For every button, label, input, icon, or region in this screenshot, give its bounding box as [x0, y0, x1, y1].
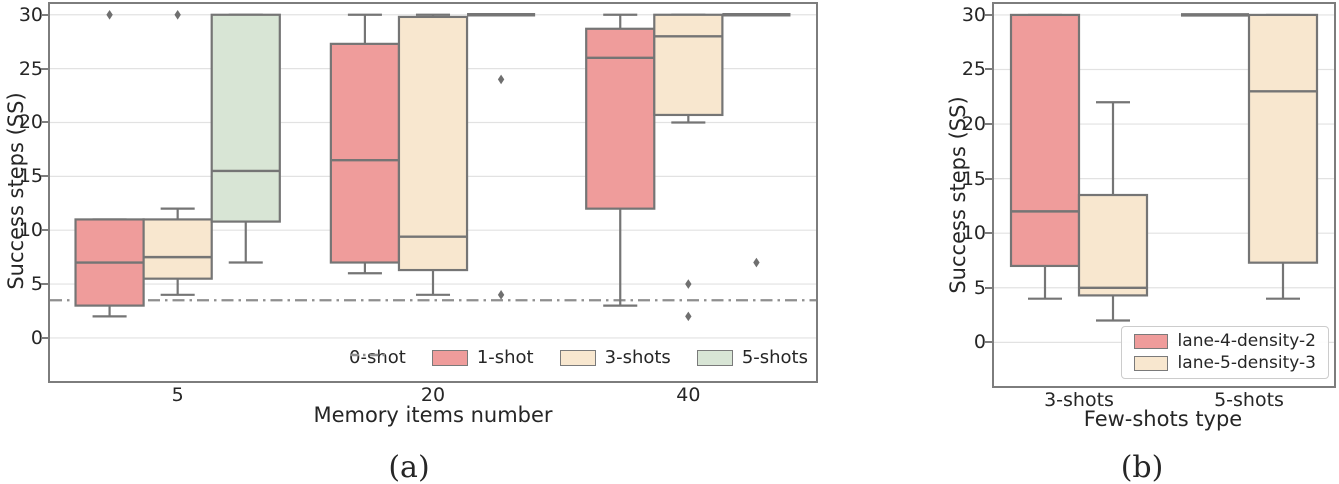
- plot-b-legend: lane-4-density-2 lane-5-density-3: [1120, 326, 1329, 379]
- y-tick-mark: [41, 283, 48, 286]
- y-tick-mark: [41, 121, 48, 124]
- legend-label: 5-shots: [741, 347, 808, 368]
- y-tick-mark: [985, 341, 992, 344]
- outlier-point: [753, 257, 760, 268]
- y-tick-label: 30: [18, 3, 43, 26]
- legend-item-3-shots: 3-shots: [559, 347, 671, 368]
- box: [329, 42, 401, 264]
- dashdot-line-swatch: [350, 353, 386, 357]
- y-tick-mark: [985, 177, 992, 180]
- y-tick-label: 25: [18, 57, 43, 80]
- legend-swatch-3-shots: [559, 350, 596, 366]
- legend-label: 1-shot: [476, 347, 534, 368]
- y-tick-mark: [985, 286, 992, 289]
- box: [397, 15, 469, 272]
- box: [1077, 193, 1149, 297]
- plot-b-axes: lane-4-density-2 lane-5-density-3: [992, 2, 1336, 388]
- box: [142, 218, 213, 280]
- outlier-point: [497, 290, 505, 300]
- box: [585, 27, 656, 210]
- y-tick-label: 0: [30, 326, 43, 349]
- box: [653, 13, 724, 117]
- outlier-point: [685, 311, 692, 322]
- caption-a: (a): [388, 450, 430, 484]
- x-tick-label: 3-shots: [1044, 389, 1114, 411]
- y-tick-mark: [985, 123, 992, 126]
- legend-label: lane-5-density-3: [1177, 353, 1316, 373]
- legend-swatch-lane-5-density-3: [1133, 356, 1168, 371]
- legend-item-0-shot: 0-shot: [349, 348, 406, 368]
- outlier-point: [497, 74, 505, 85]
- legend-label: 3-shots: [604, 347, 671, 368]
- legend-label: lane-4-density-2: [1177, 331, 1316, 351]
- y-tick-mark: [41, 67, 48, 70]
- legend-item-lane-4-density-2: lane-4-density-2: [1133, 331, 1316, 351]
- y-tick-mark: [985, 13, 992, 16]
- x-axis-label-b: Few-shots type: [1083, 407, 1243, 431]
- y-tick-label: 20: [961, 113, 986, 136]
- y-tick-label: 20: [18, 111, 43, 134]
- y-tick-label: 30: [961, 3, 986, 26]
- y-tick-mark: [985, 232, 992, 235]
- y-tick-label: 10: [961, 222, 986, 245]
- legend-swatch-5-shots: [696, 350, 733, 366]
- outlier-point: [106, 9, 113, 20]
- x-tick-label: 5: [171, 384, 184, 406]
- box: [1247, 13, 1319, 264]
- plot-a-legend: 0-shot 1-shot 3-shots 5-shots: [349, 348, 808, 368]
- legend-item-lane-5-density-3: lane-5-density-3: [1133, 353, 1316, 373]
- x-tick-label: 20: [420, 384, 446, 406]
- legend-swatch-lane-4-density-2: [1133, 334, 1168, 349]
- legend-swatch-1-shot: [431, 350, 468, 366]
- y-tick-label: 10: [18, 219, 43, 242]
- x-tick-label: 40: [676, 384, 701, 406]
- y-tick-label: 5: [30, 273, 43, 296]
- x-axis-label-a: Memory items number: [313, 403, 553, 427]
- y-tick-mark: [985, 68, 992, 71]
- y-tick-label: 0: [973, 331, 986, 354]
- outlier-point: [174, 9, 181, 20]
- y-tick-mark: [41, 175, 48, 178]
- legend-label: 0-shot: [349, 347, 406, 368]
- y-tick-label: 15: [961, 167, 986, 190]
- box: [210, 13, 281, 223]
- caption-b: (b): [1120, 450, 1164, 484]
- boxplot-b-canvas: [994, 13, 1334, 343]
- x-tick-label: 5-shots: [1214, 389, 1284, 411]
- boxplot-a-canvas: [50, 9, 816, 339]
- box: [1009, 13, 1081, 268]
- y-tick-label: 5: [973, 276, 986, 299]
- outlier-point: [685, 279, 692, 289]
- y-tick-mark: [41, 336, 48, 339]
- y-tick-label: 25: [961, 58, 986, 81]
- y-tick-label: 15: [18, 165, 43, 188]
- y-tick-mark: [41, 229, 48, 232]
- legend-item-5-shots: 5-shots: [696, 347, 808, 368]
- plot-a-axes: 0-shot 1-shot 3-shots 5-shots: [48, 2, 818, 383]
- y-tick-mark: [41, 13, 48, 16]
- legend-item-1-shot: 1-shot: [431, 347, 534, 368]
